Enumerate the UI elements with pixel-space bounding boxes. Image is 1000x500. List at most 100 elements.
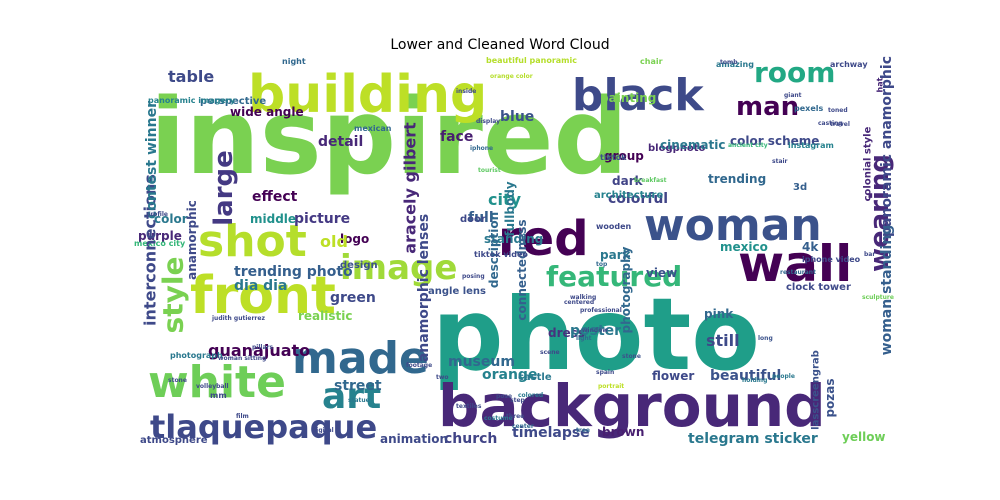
cloud-word-72: panoramic imagery	[148, 96, 236, 105]
cloud-word-110: mexican	[354, 124, 392, 133]
cloud-word-37: city	[488, 190, 522, 209]
cloud-word-101: door	[460, 214, 486, 225]
cloud-word-119: light	[576, 335, 592, 342]
cloud-word-3: building	[248, 65, 487, 125]
cloud-word-5: white	[148, 357, 286, 408]
cloud-word-147: film	[236, 413, 249, 420]
cloud-word-79: panoramic anamorphic	[879, 56, 895, 237]
cloud-word-140: tomb	[720, 59, 738, 66]
cloud-word-55: street	[334, 378, 382, 394]
cloud-word-20: wearing	[865, 154, 895, 272]
cloud-word-112: breakfast	[634, 177, 667, 184]
cloud-word-136: three	[506, 413, 524, 420]
cloud-word-4: black	[572, 70, 705, 121]
cloud-word-67: blogphoto	[648, 143, 706, 154]
cloud-word-80: woman standing	[879, 225, 895, 356]
cloud-word-127: step	[510, 397, 526, 404]
cloud-word-97: ancient city	[728, 142, 768, 149]
cloud-word-106: judith gutierrez	[211, 315, 265, 322]
cloud-word-117: restaurant	[780, 269, 816, 276]
cloud-word-9: red	[498, 211, 589, 267]
cloud-word-24: yellow	[842, 430, 886, 444]
cloud-word-102: angle lens	[428, 286, 486, 297]
cloud-word-149: bar	[864, 251, 875, 258]
cloud-word-103: design	[340, 260, 378, 271]
cloud-word-92: amazing	[716, 60, 754, 69]
cloud-word-28: picture	[294, 211, 350, 227]
cloud-word-121: holding	[742, 377, 767, 384]
cloud-word-85: pozas	[823, 378, 837, 417]
cloud-word-51: still	[706, 331, 740, 350]
cloud-word-56: green	[330, 290, 376, 306]
cloud-word-46: dress	[548, 326, 585, 340]
cloud-word-11: shot	[198, 216, 307, 267]
cloud-word-19: man	[736, 92, 799, 122]
cloud-word-47: park	[600, 248, 632, 262]
cloud-word-30: color	[154, 212, 188, 226]
cloud-word-32: mexico	[720, 240, 768, 254]
cloud-word-1: photo	[432, 276, 760, 393]
cloud-word-105: woman sitting	[218, 355, 266, 362]
cloud-word-50: pink	[704, 307, 734, 321]
cloud-word-139: profile	[146, 211, 168, 218]
cloud-word-13: image	[340, 248, 457, 288]
cloud-word-86: 3d	[793, 182, 807, 193]
cloud-word-58: castle	[518, 372, 552, 383]
cloud-word-62: atmosphere	[140, 435, 208, 446]
cloud-word-133: colored	[518, 392, 543, 399]
cloud-word-16: large	[209, 150, 239, 226]
cloud-word-114: stone	[622, 353, 641, 360]
cloud-word-115: portrait	[598, 383, 624, 390]
cloud-word-116: walking	[570, 294, 596, 301]
cloud-word-88: colonial style	[863, 126, 874, 201]
cloud-word-60: brown	[602, 425, 644, 439]
cloud-word-17: style	[157, 257, 190, 334]
cloud-word-128: pose	[496, 393, 512, 400]
cloud-word-144: inside	[456, 88, 476, 95]
cloud-word-34: standing	[484, 232, 543, 246]
cloud-word-150: sculpture	[862, 294, 894, 301]
cloud-word-141: two	[436, 374, 449, 381]
cloud-word-21: guanajuato	[208, 341, 310, 360]
cloud-word-70: wide angle	[230, 105, 304, 119]
cloud-word-135: scene	[540, 349, 560, 356]
cloud-word-26: dia dia	[234, 278, 287, 294]
cloud-word-94: instagram	[788, 141, 834, 150]
cloud-word-82: description	[487, 212, 501, 288]
cloud-word-111: tourist	[478, 167, 501, 174]
cloud-word-10: made	[292, 333, 429, 384]
cloud-word-27: museum	[448, 354, 515, 370]
cloud-word-132: digital	[312, 427, 334, 434]
cloud-word-66: group	[604, 149, 644, 163]
cloud-word-130: tree	[576, 427, 590, 434]
cloud-word-65: trending	[708, 172, 766, 186]
cloud-word-90: iphone video	[802, 255, 861, 264]
cloud-word-89: clock tower	[786, 282, 851, 293]
cloud-word-84: lasscreengrab	[811, 350, 822, 430]
cloud-word-75: anamorphic lenses	[416, 214, 432, 362]
cloud-word-76: aracely gilbert	[401, 122, 420, 254]
cloud-word-33: mexico city	[134, 239, 186, 248]
cloud-word-99: orange color	[490, 73, 533, 80]
cloud-word-18: room	[754, 56, 835, 89]
cloud-word-155: mm	[210, 391, 227, 400]
cloud-word-129: spain	[596, 369, 614, 376]
cloud-word-7: wall	[738, 235, 852, 293]
cloud-word-156: stone	[168, 377, 187, 384]
cloud-word-23: telegram sticker	[688, 431, 818, 447]
cloud-word-100: tiktok video	[474, 250, 528, 259]
cloud-word-69: architecture	[594, 190, 663, 201]
cloud-word-35: colorful	[608, 191, 668, 207]
cloud-word-145: night	[282, 57, 306, 66]
cloud-word-61: animation	[380, 432, 448, 446]
cloud-word-120: long	[758, 335, 773, 342]
cloud-word-25: trending photo	[234, 264, 353, 280]
cloud-word-126: window	[582, 327, 608, 334]
cloud-word-59: timelapse	[512, 425, 590, 441]
cloud-word-12: tlaquepaque	[150, 408, 377, 446]
cloud-word-74: connectedness	[515, 219, 529, 320]
cloud-word-153: toned	[828, 107, 848, 114]
cloud-word-45: full	[468, 210, 494, 226]
cloud-word-131: centered	[564, 299, 594, 306]
cloud-word-113: iphone	[470, 145, 493, 152]
